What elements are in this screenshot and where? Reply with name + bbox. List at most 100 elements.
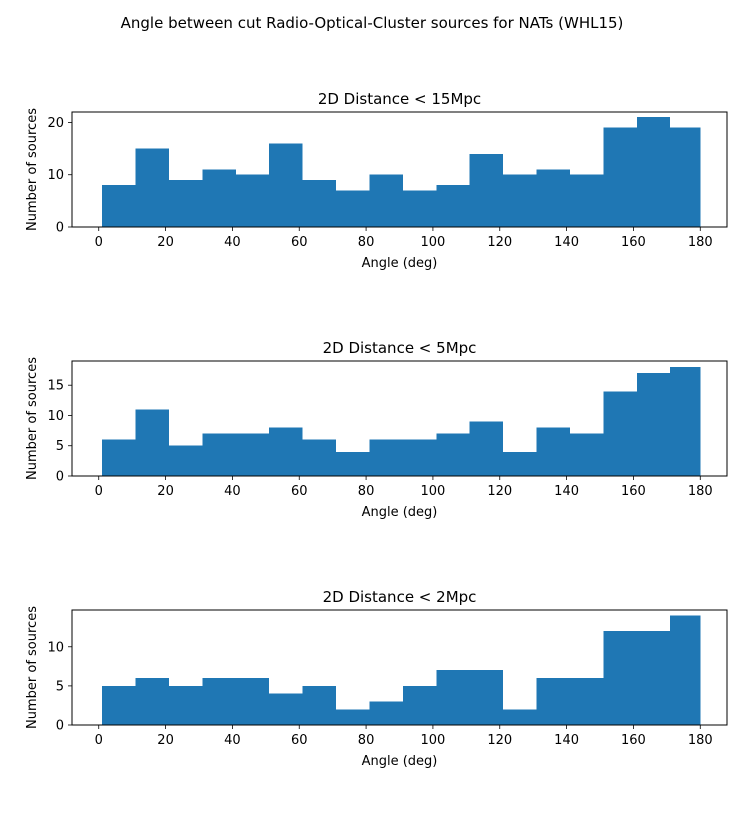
x-tick-label: 120 bbox=[487, 733, 512, 748]
y-tick-label: 10 bbox=[47, 640, 64, 655]
x-tick-label: 160 bbox=[621, 235, 646, 250]
histogram-bar bbox=[436, 185, 470, 227]
x-tick-label: 100 bbox=[421, 235, 446, 250]
subplot-title: 2D Distance < 2Mpc bbox=[323, 588, 477, 606]
histogram-bar bbox=[536, 169, 570, 227]
subplot-title: 2D Distance < 5Mpc bbox=[323, 339, 477, 357]
histogram-bar bbox=[269, 427, 303, 476]
histogram-bar bbox=[569, 433, 604, 476]
histogram-bar bbox=[603, 391, 637, 476]
histogram-panel-1: 0 20 40 60 80 100 120 140 160 180 0 10 20 2D Distance… bbox=[25, 90, 728, 271]
y-tick-label: 0 bbox=[56, 719, 64, 734]
histogram-bar bbox=[235, 678, 270, 725]
x-tick-label: 0 bbox=[95, 484, 103, 499]
histogram-bar bbox=[436, 433, 470, 476]
histogram-bar bbox=[202, 678, 236, 725]
y-axis-label: Number of sources bbox=[25, 357, 40, 480]
histogram-bar bbox=[168, 685, 203, 725]
histogram-bar bbox=[636, 373, 671, 476]
x-tick-label: 100 bbox=[421, 484, 446, 499]
x-tick-label: 20 bbox=[157, 484, 174, 499]
x-tick-label: 120 bbox=[487, 235, 512, 250]
x-tick-label: 60 bbox=[291, 733, 308, 748]
y-tick-label: 15 bbox=[47, 379, 64, 394]
histogram-bar bbox=[402, 190, 437, 227]
x-tick-label: 60 bbox=[291, 484, 308, 499]
x-axis-label: Angle (deg) bbox=[362, 505, 438, 520]
histogram-bar bbox=[202, 433, 236, 476]
histogram-bar bbox=[336, 451, 370, 476]
histogram-bar bbox=[670, 367, 701, 476]
x-tick-label: 120 bbox=[487, 484, 512, 499]
histogram-bars bbox=[102, 615, 701, 725]
histogram-bar bbox=[135, 678, 169, 725]
histogram-bar bbox=[503, 709, 537, 725]
histogram-bar bbox=[369, 174, 403, 227]
x-tick-label: 180 bbox=[688, 235, 713, 250]
histogram-bar bbox=[503, 174, 537, 227]
y-tick-label: 0 bbox=[56, 221, 64, 236]
y-tick-label: 5 bbox=[56, 679, 64, 694]
x-tick-label: 180 bbox=[688, 733, 713, 748]
x-tick-label: 140 bbox=[554, 733, 579, 748]
histogram-bar bbox=[369, 439, 403, 476]
histogram-bar bbox=[436, 670, 470, 725]
histogram-bar bbox=[402, 439, 437, 476]
histogram-bar bbox=[603, 631, 637, 725]
histogram-bar bbox=[603, 127, 637, 227]
histogram-panel-2: 0 20 40 60 80 100 120 140 160 180 0 5 10 15 2D Distanc… bbox=[25, 339, 728, 520]
histogram-bar bbox=[536, 678, 570, 725]
histogram-bar bbox=[336, 709, 370, 725]
histogram-bar bbox=[469, 670, 504, 725]
y-tick-label: 0 bbox=[56, 470, 64, 485]
histogram-bar bbox=[102, 185, 136, 227]
x-tick-label: 80 bbox=[358, 484, 375, 499]
x-tick-label: 180 bbox=[688, 484, 713, 499]
axes-frame bbox=[71, 609, 728, 726]
histogram-bar bbox=[636, 117, 671, 227]
x-axis-label: Angle (deg) bbox=[362, 256, 438, 271]
histogram-bar bbox=[302, 179, 337, 227]
axes-frame bbox=[71, 111, 728, 228]
x-tick-label: 0 bbox=[95, 733, 103, 748]
histogram-bar bbox=[302, 439, 337, 476]
x-tick-label: 20 bbox=[157, 235, 174, 250]
x-tick-label: 80 bbox=[358, 235, 375, 250]
subplot-title: 2D Distance < 15Mpc bbox=[318, 90, 481, 108]
x-tick-label: 40 bbox=[224, 484, 241, 499]
histogram-bar bbox=[469, 421, 504, 476]
histogram-bar bbox=[569, 678, 604, 725]
x-axis-label: Angle (deg) bbox=[362, 754, 438, 769]
histogram-bar bbox=[336, 190, 370, 227]
histogram-bar bbox=[369, 701, 403, 725]
histogram-bar bbox=[302, 685, 337, 725]
y-tick-label: 20 bbox=[47, 116, 64, 131]
x-tick-label: 0 bbox=[95, 235, 103, 250]
y-tick-label: 10 bbox=[47, 168, 64, 183]
histogram-bar bbox=[670, 615, 701, 725]
histogram-bar bbox=[235, 174, 270, 227]
histogram-bar bbox=[102, 685, 136, 725]
histogram-bar bbox=[168, 179, 203, 227]
y-tick-label: 10 bbox=[47, 409, 64, 424]
histogram-panel-3: 0 20 40 60 80 100 120 140 160 180 0 5 10 2D Distance … bbox=[25, 588, 728, 769]
histogram-bar bbox=[402, 685, 437, 725]
x-tick-label: 60 bbox=[291, 235, 308, 250]
histogram-bar bbox=[569, 174, 604, 227]
histogram-bar bbox=[135, 409, 169, 476]
histogram-bar bbox=[469, 153, 504, 227]
x-tick-label: 80 bbox=[358, 733, 375, 748]
histogram-bar bbox=[636, 631, 671, 725]
figure-suptitle: Angle between cut Radio-Optical-Cluster … bbox=[121, 14, 624, 32]
y-axis-label: Number of sources bbox=[25, 108, 40, 231]
x-tick-label: 100 bbox=[421, 733, 446, 748]
y-axis-label: Number of sources bbox=[25, 606, 40, 729]
x-tick-label: 40 bbox=[224, 733, 241, 748]
axes-frame bbox=[71, 360, 728, 477]
x-tick-label: 160 bbox=[621, 484, 646, 499]
x-tick-label: 20 bbox=[157, 733, 174, 748]
histogram-bar bbox=[235, 433, 270, 476]
histogram-bar bbox=[269, 143, 303, 227]
